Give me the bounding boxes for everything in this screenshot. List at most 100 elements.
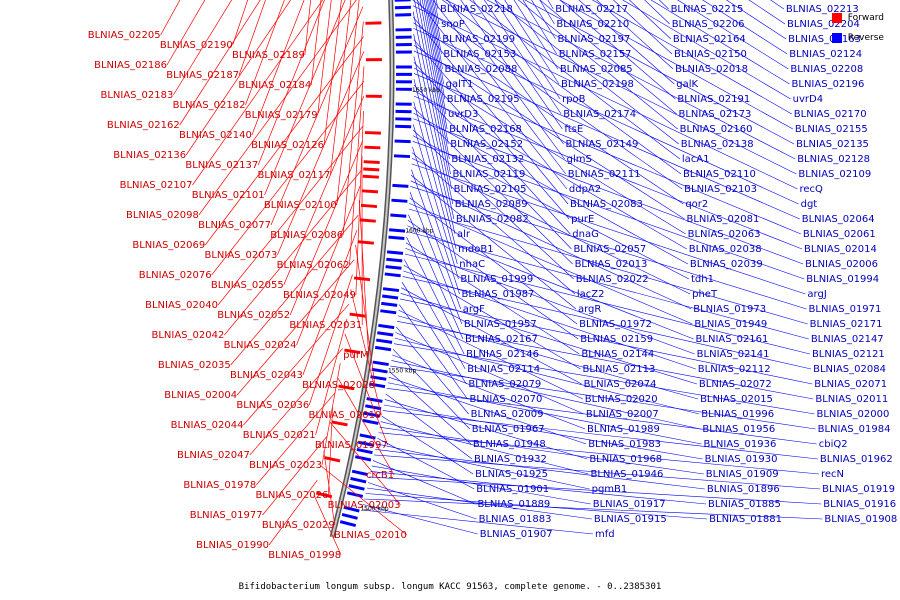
reverse-gene-label: argJ	[807, 289, 826, 300]
forward-label-leader	[236, 259, 355, 396]
reverse-label-leader	[414, 0, 452, 190]
forward-gene-label: BLNIAS_02137	[185, 160, 258, 171]
reverse-gene-label: BLNIAS_01999	[460, 274, 533, 285]
forward-gene-label: BLNIAS_02205	[88, 30, 161, 41]
reverse-gene-feature	[386, 257, 403, 263]
reverse-gene-feature	[388, 228, 406, 233]
reverse-gene-feature	[371, 367, 388, 374]
reverse-gene-feature	[395, 72, 412, 76]
reverse-gene-label: BLNIAS_02014	[804, 244, 877, 255]
forward-gene-feature	[359, 218, 376, 223]
forward-gene-label: BLNIAS_02076	[139, 270, 212, 281]
reverse-gene-label: BLNIAS_02018	[675, 64, 748, 75]
reverse-label-leader	[401, 281, 467, 385]
forward-gene-label: BLNIAS_02073	[204, 250, 277, 261]
reverse-gene-feature	[350, 476, 367, 484]
reverse-label-leader	[380, 421, 589, 475]
reverse-gene-label: BLNIAS_01962	[820, 454, 893, 465]
forward-label-leader	[330, 0, 352, 176]
reverse-gene-label: BLNIAS_01949	[694, 319, 767, 330]
forward-gene-feature	[349, 312, 366, 318]
reverse-gene-label: BLNIAS_02141	[697, 349, 770, 360]
reverse-gene-label: BLNIAS_02157	[559, 49, 632, 60]
reverse-label-leader	[364, 498, 823, 520]
reverse-label-leader	[407, 220, 579, 340]
reverse-gene-feature	[395, 28, 412, 32]
axis-tick-label: 1500 kbp	[360, 506, 388, 513]
forward-label-leader	[204, 36, 364, 246]
reverse-label-leader	[522, 0, 557, 55]
reverse-gene-feature	[358, 440, 375, 447]
reverse-gene-feature	[343, 505, 360, 513]
reverse-gene-label: BLNIAS_02022	[576, 274, 649, 285]
forward-label-leader	[232, 0, 249, 46]
reverse-label-leader	[513, 0, 559, 70]
reverse-label-leader	[412, 11, 454, 205]
reverse-label-leader	[413, 56, 456, 235]
reverse-gene-label: BLNIAS_02112	[698, 364, 771, 375]
reverse-swatch	[831, 33, 842, 43]
reverse-label-leader	[400, 293, 698, 385]
forward-label-leader	[336, 0, 360, 206]
reverse-gene-feature	[386, 250, 404, 255]
reverse-label-leader	[622, 0, 791, 100]
reverse-gene-feature	[381, 301, 398, 307]
forward-gene-label: BLNIAS_02003	[328, 500, 401, 511]
forward-gene-label: BLNIAS_02077	[198, 220, 271, 231]
reverse-gene-label: BLNIAS_02155	[795, 124, 868, 135]
reverse-gene-label: BLNIAS_02083	[570, 199, 643, 210]
reverse-label-leader	[404, 253, 811, 355]
forward-gene-label: BLNIAS_02184	[238, 80, 311, 91]
reverse-label-leader	[413, 39, 570, 220]
reverse-label-leader	[431, 0, 442, 55]
reverse-label-leader	[411, 163, 806, 295]
reverse-gene-feature	[395, 50, 412, 54]
reverse-gene-label: BLNIAS_01983	[588, 439, 661, 450]
reverse-gene-label: BLNIAS_02159	[580, 334, 653, 345]
reverse-label-leader	[445, 0, 797, 175]
reverse-gene-label: rpoB	[562, 94, 586, 105]
reverse-label-leader	[399, 304, 468, 400]
reverse-gene-label: uvrD4	[793, 94, 823, 105]
reverse-gene-label: BLNIAS_02071	[814, 379, 887, 390]
reverse-label-leader	[441, 0, 682, 175]
forward-gene-label: BLNIAS_02040	[145, 300, 218, 311]
reverse-label-leader	[524, 0, 795, 145]
reverse-gene-label: BLNIAS_02132	[451, 154, 524, 165]
reverse-gene-label: alr	[457, 229, 471, 240]
forward-label-leader	[217, 125, 364, 306]
reverse-label-leader	[412, 124, 459, 280]
forward-gene-label: BLNIAS_02140	[179, 130, 252, 141]
forward-gene-label: BLNIAS_02043	[230, 370, 303, 381]
forward-label-leader	[268, 479, 318, 546]
reverse-label-leader	[411, 152, 576, 295]
forward-gene-feature	[364, 145, 381, 150]
reverse-label-leader	[423, 0, 448, 130]
reverse-gene-label: BLNIAS_02161	[696, 334, 769, 345]
reverse-gene-label: recN	[821, 469, 844, 480]
forward-gene-feature	[364, 131, 381, 135]
reverse-gene-feature	[356, 447, 373, 455]
reverse-label-leader	[650, 0, 790, 85]
legend: Forward Reverse	[831, 8, 884, 48]
reverse-label-leader	[408, 208, 808, 325]
reverse-gene-label: BLNIAS_02103	[684, 184, 757, 195]
reverse-gene-label: BLNIAS_01909	[706, 469, 779, 480]
forward-gene-label: BLNIAS_02004	[164, 390, 237, 401]
reverse-gene-label: BLNIAS_02124	[789, 49, 862, 60]
forward-label-leader	[179, 0, 261, 126]
legend-forward-label: Forward	[847, 13, 884, 23]
reverse-gene-feature	[395, 109, 412, 114]
reverse-label-leader	[392, 349, 470, 430]
reverse-label-leader	[494, 0, 561, 100]
reverse-label-leader	[483, 0, 562, 115]
reverse-label-leader	[408, 214, 464, 340]
forward-label-leader	[251, 0, 305, 136]
forward-swatch	[831, 13, 842, 23]
forward-gene-label: BLNIAS_02136	[113, 150, 186, 161]
reverse-label-leader	[591, 0, 792, 115]
reverse-label-leader	[702, 0, 788, 55]
reverse-gene-feature	[385, 265, 402, 270]
reverse-gene-feature	[382, 294, 399, 300]
